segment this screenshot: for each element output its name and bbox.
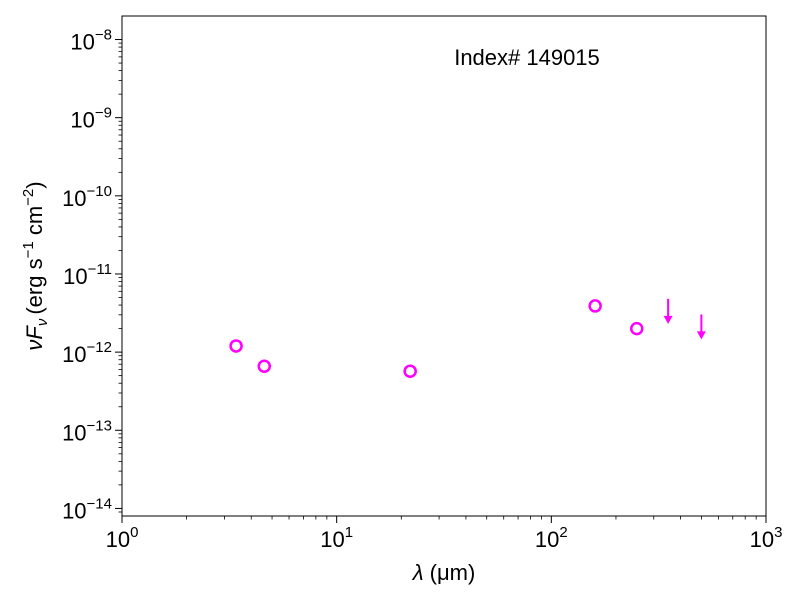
data-point — [588, 299, 602, 313]
data-point — [257, 359, 272, 373]
x-tick-label: 102 — [535, 524, 568, 552]
x-axis-title: λ (μm) — [412, 560, 476, 585]
data-point — [403, 364, 417, 378]
data-point — [229, 339, 243, 353]
annotation-label: Index# 149015 — [454, 45, 600, 70]
marks-layer — [229, 298, 706, 378]
y-tick-label: 10−10 — [62, 183, 112, 211]
plot-frame — [121, 15, 767, 517]
y-tick-label: 10−11 — [63, 261, 112, 289]
ticks-layer: 100 101 102 103 10−14 10−13 10−12 10−11 10−10 10−… — [62, 27, 782, 552]
x-tick-label: 100 — [106, 524, 139, 552]
y-tick-label: 10−14 — [62, 495, 112, 523]
y-tick-label: 10−9 — [70, 105, 112, 133]
y-axis-title: νFν(erg s−1 cm−2) — [20, 181, 51, 350]
upper-limit-arrow — [696, 314, 706, 340]
y-tick-label: 10−8 — [70, 27, 112, 55]
data-point — [630, 321, 644, 336]
x-tick-label: 103 — [750, 524, 783, 552]
x-tick-label: 101 — [320, 524, 353, 552]
y-tick-label: 10−12 — [62, 339, 112, 367]
y-tick-label: 10−13 — [62, 417, 112, 445]
upper-limit-arrow — [663, 298, 673, 324]
